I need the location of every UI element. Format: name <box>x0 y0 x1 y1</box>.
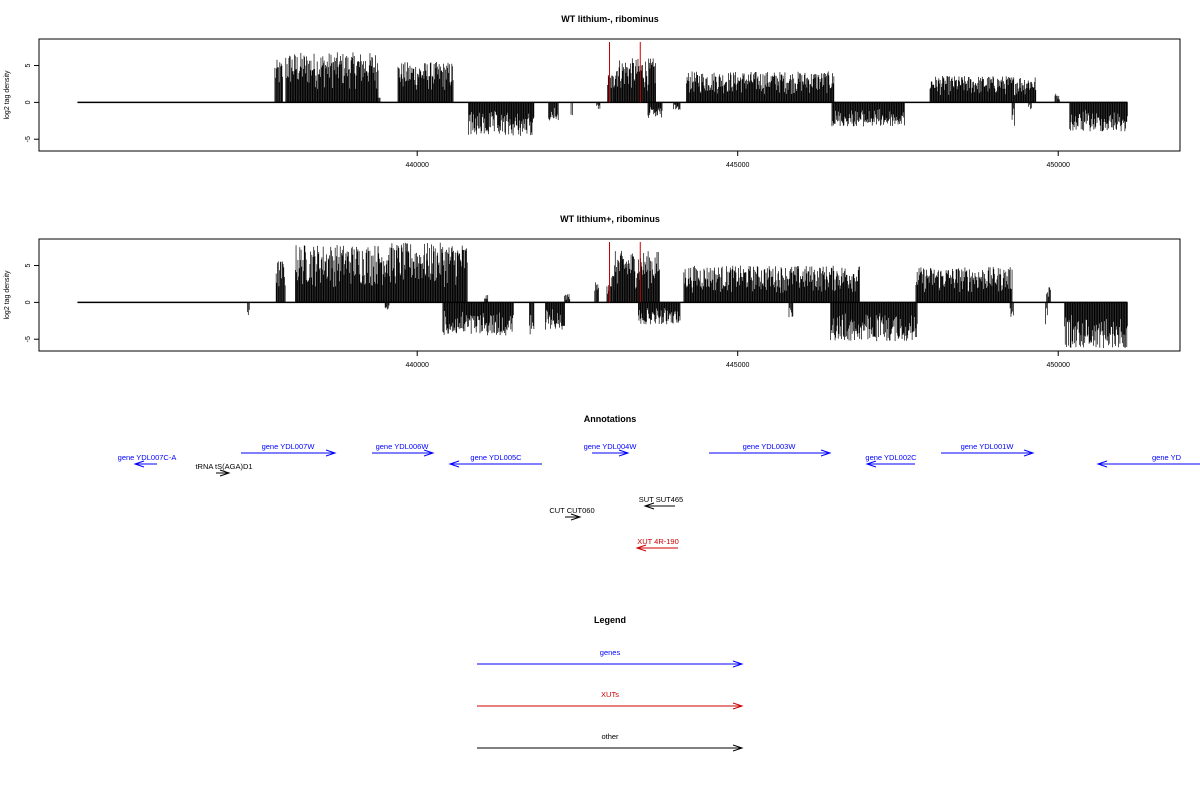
legend-title: Legend <box>594 615 626 625</box>
annotations-title: Annotations <box>584 414 637 424</box>
coverage-bars <box>77 41 1128 136</box>
legend-label: other <box>601 732 619 741</box>
x-tick-label: 450000 <box>1047 362 1070 369</box>
x-tick-label: 445000 <box>726 362 749 369</box>
arrow-left-icon <box>133 460 157 468</box>
annotation-features: gene YDL007C-A tRNA tS(AGA)D1 gene YDL007W… <box>118 442 1200 552</box>
x-tick-label: 440000 <box>406 162 429 169</box>
annotation-feature: gene YDL004W <box>584 442 638 457</box>
annotation-feature: gene YDL007C-A <box>118 453 177 468</box>
coverage-bars <box>77 241 1128 348</box>
annotation-feature: gene YD <box>1096 453 1200 468</box>
track-panel-2: WT lithium+, ribominus -5 0 5 440000 445000 4… <box>4 214 1181 369</box>
y-tick-label: -5 <box>25 336 32 342</box>
panel-title: WT lithium-, ribominus <box>561 14 659 24</box>
annotation-feature: gene YDL002C <box>865 453 917 468</box>
feature-label: XUT 4R-190 <box>637 537 679 546</box>
feature-label: tRNA tS(AGA)D1 <box>195 462 252 471</box>
y-tick-label: 0 <box>25 100 32 104</box>
y-axis-label: log2 tag density <box>4 270 11 320</box>
panel-title: WT lithium+, ribominus <box>560 214 660 224</box>
feature-label: CUT CUT060 <box>549 506 594 515</box>
feature-label: gene YD <box>1152 453 1182 462</box>
arrow-left-icon <box>1096 460 1200 468</box>
feature-label: gene YDL007W <box>262 442 316 451</box>
arrow-right-icon <box>941 449 1035 457</box>
legend-entry: other <box>477 732 744 752</box>
arrow-left-icon <box>448 460 542 468</box>
feature-label: gene YDL006W <box>376 442 430 451</box>
y-tick-label: -5 <box>25 136 32 142</box>
annotation-feature: XUT 4R-190 <box>635 537 679 552</box>
feature-label: gene YDL003W <box>743 442 797 451</box>
legend-entries: genes XUTs other <box>477 648 744 752</box>
feature-label: gene YDL007C-A <box>118 453 177 462</box>
feature-label: gene YDL001W <box>961 442 1015 451</box>
y-tick-label: 5 <box>25 263 32 267</box>
y-tick-label: 0 <box>25 300 32 304</box>
arrow-right-icon <box>477 660 744 668</box>
arrow-right-icon <box>241 449 337 457</box>
plot-frame <box>38 238 1181 352</box>
legend-panel: Legend genes XUTs other <box>477 615 744 752</box>
arrow-left-icon <box>865 460 915 468</box>
annotation-feature: tRNA tS(AGA)D1 <box>195 462 253 477</box>
arrow-right-icon <box>477 702 744 710</box>
track-panel-1: WT lithium-, ribominus -5 0 5 440000 445000 4… <box>4 14 1181 169</box>
annotation-feature: gene YDL005C <box>448 453 542 468</box>
legend-label: XUTs <box>601 690 619 699</box>
legend-label: genes <box>600 648 621 657</box>
arrow-right-icon <box>372 449 435 457</box>
annotations-panel: Annotations gene YDL007C-A tRNA tS(AGA)D1… <box>118 414 1200 552</box>
feature-label: gene YDL005C <box>470 453 522 462</box>
arrow-left-icon <box>643 502 675 510</box>
y-axis-label: log2 tag density <box>4 70 11 120</box>
x-tick-label: 440000 <box>406 362 429 369</box>
feature-label: SUT SUT465 <box>639 495 683 504</box>
annotation-feature: gene YDL006W <box>372 442 435 457</box>
arrow-right-icon <box>592 449 630 457</box>
legend-entry: XUTs <box>477 690 744 710</box>
y-tick-label: 5 <box>25 63 32 67</box>
annotation-feature: gene YDL007W <box>241 442 337 457</box>
annotation-feature: gene YDL003W <box>709 442 832 457</box>
feature-label: gene YDL004W <box>584 442 638 451</box>
annotation-feature: CUT CUT060 <box>549 506 595 521</box>
x-tick-label: 445000 <box>726 162 749 169</box>
annotation-feature: gene YDL001W <box>941 442 1035 457</box>
annotation-feature: SUT SUT465 <box>639 495 683 510</box>
arrow-right-icon <box>709 449 832 457</box>
axes: -5 0 5 440000 445000 450000 <box>25 263 1070 369</box>
x-tick-label: 450000 <box>1047 162 1070 169</box>
legend-entry: genes <box>477 648 744 668</box>
arrow-left-icon <box>635 544 678 552</box>
axes: -5 0 5 440000 445000 450000 <box>25 63 1070 169</box>
plot-frame <box>38 38 1181 152</box>
arrow-right-icon <box>477 744 744 752</box>
arrow-right-icon <box>565 513 582 521</box>
arrow-right-icon <box>216 469 231 477</box>
feature-label: gene YDL002C <box>865 453 917 462</box>
